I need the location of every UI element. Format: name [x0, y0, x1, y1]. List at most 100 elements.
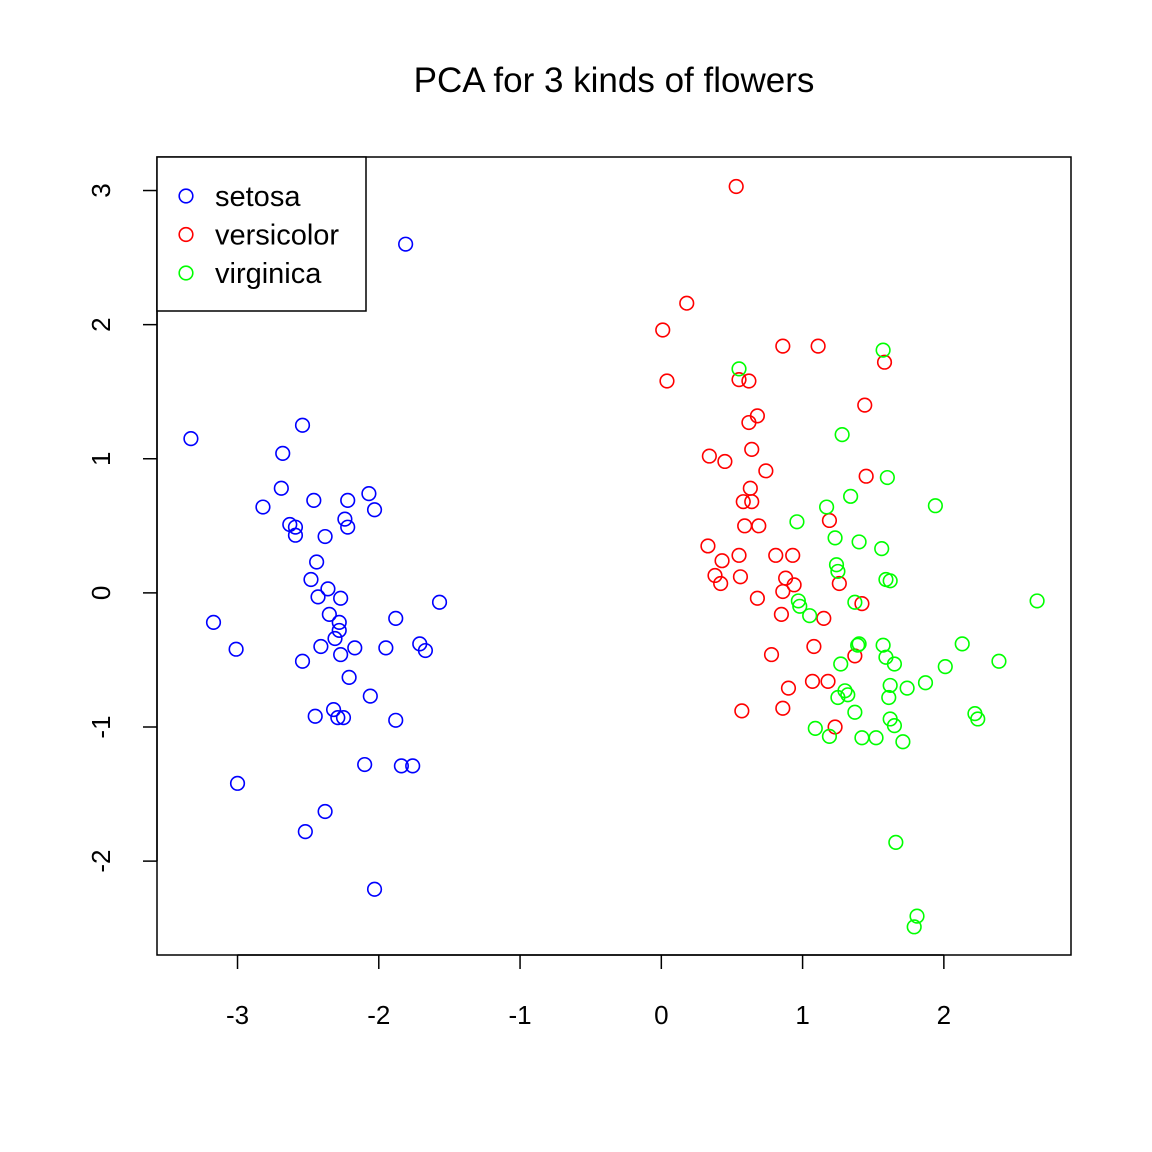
point-setosa [205, 614, 222, 630]
point-setosa [306, 492, 322, 508]
point-virginica [789, 514, 805, 530]
point-versicolor [786, 577, 802, 593]
point-virginica [906, 919, 922, 935]
point-virginica [840, 687, 856, 703]
point-setosa [255, 499, 271, 515]
point-setosa [317, 803, 333, 820]
point-versicolor [714, 553, 730, 569]
point-virginica [828, 557, 845, 573]
point-versicolor [741, 414, 757, 431]
point-setosa [327, 630, 343, 647]
y-tick-label: 3 [86, 183, 116, 197]
x-tick-label: -1 [508, 1000, 531, 1030]
point-setosa [398, 236, 414, 252]
point-virginica [731, 361, 747, 377]
point-versicolor [732, 569, 749, 585]
point-versicolor [744, 494, 760, 510]
point-setosa [333, 646, 349, 663]
point-setosa [294, 653, 311, 669]
point-versicolor [713, 575, 729, 592]
point-versicolor [858, 468, 874, 484]
legend-marker-virginica [178, 265, 194, 281]
point-versicolor [734, 703, 750, 719]
legend-marker-setosa [178, 188, 194, 204]
point-setosa [275, 445, 291, 462]
point-versicolor [810, 338, 826, 354]
point-virginica [802, 608, 818, 624]
point-setosa [431, 594, 448, 610]
point-versicolor [775, 583, 791, 600]
point-virginica [834, 427, 850, 443]
legend-box [156, 156, 367, 312]
y-tick-label: 2 [86, 317, 116, 331]
point-setosa [417, 642, 434, 659]
point-setosa [331, 614, 347, 630]
point-versicolor [731, 372, 747, 388]
y-tick-label: 1 [86, 452, 116, 466]
point-versicolor [820, 673, 836, 690]
point-setosa [388, 610, 404, 626]
point-virginica [850, 637, 866, 653]
point-setosa [331, 622, 347, 639]
point-versicolor [780, 680, 797, 696]
point-versicolor [768, 547, 784, 563]
point-setosa [321, 606, 337, 622]
point-versicolor [707, 567, 723, 584]
point-setosa [341, 669, 357, 685]
point-setosa [337, 511, 353, 527]
x-tick-label: -2 [367, 1000, 390, 1030]
point-virginica [807, 720, 823, 736]
x-tick-label: -3 [226, 1000, 249, 1030]
point-virginica [790, 593, 806, 609]
point-setosa [183, 431, 199, 447]
point-versicolor [744, 441, 760, 457]
point-virginica [954, 636, 970, 652]
point-setosa [340, 492, 356, 508]
point-virginica [847, 594, 863, 610]
point-versicolor [816, 610, 832, 626]
x-tick-label: 0 [654, 1000, 668, 1030]
point-versicolor [763, 646, 780, 663]
y-tick-label: 0 [86, 586, 116, 600]
point-setosa [273, 480, 289, 496]
point-setosa [347, 640, 363, 656]
point-virginica [874, 541, 890, 557]
point-versicolor [701, 448, 717, 464]
point-virginica [879, 469, 895, 486]
legend-label-versicolor: versicolor [215, 220, 339, 252]
point-setosa [330, 710, 346, 726]
point-versicolor [773, 606, 790, 622]
point-versicolor [775, 338, 791, 354]
point-versicolor [700, 538, 716, 554]
point-setosa [333, 590, 349, 606]
point-versicolor [735, 494, 751, 510]
point-setosa [310, 589, 326, 605]
point-versicolor [857, 397, 873, 413]
point-setosa [303, 571, 319, 588]
point-versicolor [731, 547, 747, 563]
point-virginica [899, 680, 915, 696]
point-virginica [827, 530, 843, 546]
data-points [183, 178, 1045, 935]
point-setosa [393, 758, 409, 774]
point-setosa [297, 824, 313, 840]
y-tick-label: -1 [86, 715, 116, 738]
point-virginica [927, 498, 943, 514]
point-virginica [895, 734, 911, 750]
point-setosa [229, 775, 246, 791]
point-setosa [228, 641, 244, 657]
point-setosa [366, 881, 383, 897]
point-virginica [1029, 593, 1045, 609]
point-virginica [909, 908, 925, 924]
point-setosa [294, 417, 311, 433]
point-virginica [888, 834, 904, 850]
legend-marker-versicolor [178, 226, 194, 243]
point-versicolor [785, 547, 801, 563]
point-setosa [309, 554, 325, 570]
point-setosa [317, 528, 333, 545]
plot-frame [156, 156, 1072, 956]
point-versicolor [854, 596, 870, 612]
point-virginica [792, 598, 808, 614]
point-virginica [875, 342, 891, 358]
